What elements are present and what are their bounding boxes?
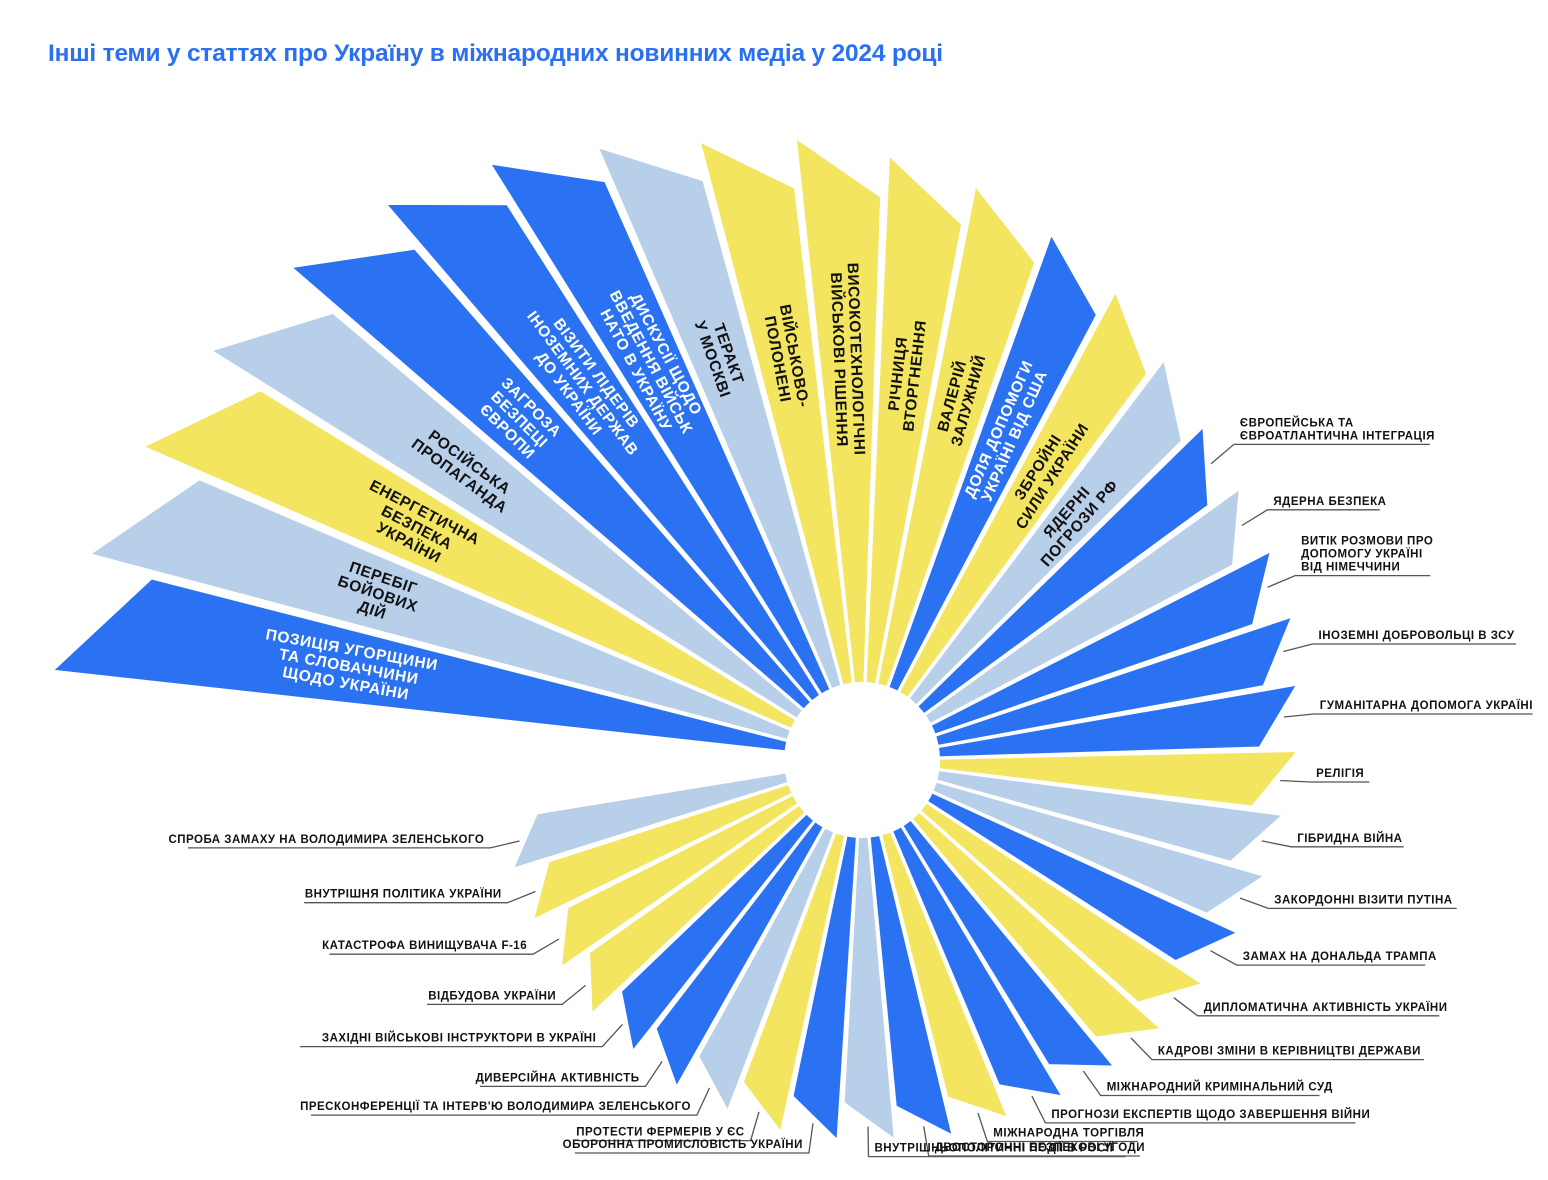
topic-label-line: ЯДЕРНА БЕЗПЕКА xyxy=(1273,496,1386,508)
topic-label-line: КАДРОВІ ЗМІНИ В КЕРІВНИЦТВІ ДЕРЖАВИ xyxy=(1158,1046,1421,1058)
topic-label: РЕЛІГІЯ xyxy=(1316,768,1364,780)
topic-label-line: МІЖНАРОДНИЙ КРИМІНАЛЬНИЙ СУД xyxy=(1107,1081,1333,1094)
petal-label: ВИСОКОТЕХНОЛОГІЧНІВІЙСЬКОВІ РІШЕННЯ xyxy=(827,262,868,456)
leader-line xyxy=(977,1112,1138,1143)
leader-line xyxy=(1210,443,1430,465)
topic-label: ДИВЕРСІЙНА АКТИВНІСТЬ xyxy=(476,1071,640,1084)
topic-label: КАДРОВІ ЗМІНИ В КЕРІВНИЦТВІ ДЕРЖАВИ xyxy=(1158,1046,1421,1058)
topic-label: ГІБРИДНА ВІЙНА xyxy=(1297,832,1402,845)
leader-lines-layer xyxy=(187,443,1533,1158)
chart-title: Інші теми у статтях про Україну в міжнар… xyxy=(48,40,943,67)
petal-label: РІЧНИЦЯВТОРГНЕННЯ xyxy=(883,317,930,432)
topic-label-line: ЄВРОПЕЙСЬКА ТА xyxy=(1240,416,1354,429)
topic-label-line: ДОПОМОГУ УКРАЇНІ xyxy=(1301,548,1423,561)
leader-line xyxy=(1283,643,1517,653)
topic-label: МІЖНАРОДНИЙ КРИМІНАЛЬНИЙ СУД xyxy=(1107,1081,1333,1094)
topic-label: ПРЕСКОНФЕРЕНЦІЇ ТА ІНТЕРВ'Ю ВОЛОДИМИРА З… xyxy=(300,1100,691,1113)
leader-line xyxy=(574,1123,814,1154)
topic-label: ЯДЕРНА БЕЗПЕКА xyxy=(1273,496,1386,508)
leader-line xyxy=(304,890,536,904)
topic-label-line: ЗАКОРДОННІ ВІЗИТИ ПУТІНА xyxy=(1274,894,1452,906)
topic-label-line: ДВОСТОРОННІ БЕЗПЕКОВІ УГОДИ xyxy=(935,1142,1145,1154)
leader-line xyxy=(1267,574,1431,588)
topic-label-line: ЗАМАХ НА ДОНАЛЬДА ТРАМПА xyxy=(1243,951,1437,963)
topic-label-line: ВНУТРІШНЬОПОЛІТИЧНІ ПОДІЇ В РОСІЇ xyxy=(875,1142,1114,1155)
leader-line xyxy=(1241,509,1380,527)
topic-label-line: ДИВЕРСІЙНА АКТИВНІСТЬ xyxy=(476,1071,640,1084)
topic-label-line: ПРЕСКОНФЕРЕНЦІЇ ТА ІНТЕРВ'Ю ВОЛОДИМИРА З… xyxy=(300,1100,691,1113)
leader-line xyxy=(1283,713,1533,718)
leader-line xyxy=(329,938,560,955)
topic-label: ДИПЛОМАТИЧНА АКТИВНІСТЬ УКРАЇНИ xyxy=(1204,1001,1448,1014)
leader-line xyxy=(1173,997,1440,1017)
topic-label: ГУМАНІТАРНА ДОПОМОГА УКРАЇНІ xyxy=(1320,699,1533,712)
topic-label: ДВОСТОРОННІ БЕЗПЕКОВІ УГОДИ xyxy=(935,1142,1145,1154)
topic-label-line: ОБОРОННА ПРОМИСЛОВІСТЬ УКРАЇНИ xyxy=(563,1138,803,1151)
leader-line xyxy=(299,1023,623,1048)
topic-label: ЄВРОПЕЙСЬКА ТА ЄВРОАТЛАНТИЧНА ІНТЕГРАЦІЯ xyxy=(1240,416,1435,442)
topic-label-line: ІНОЗЕМНІ ДОБРОВОЛЬЦІ В ЗСУ xyxy=(1319,630,1515,642)
topic-label: ЗАКОРДОННІ ВІЗИТИ ПУТІНА xyxy=(1274,894,1452,906)
topic-label-line: ВИТІК РОЗМОВИ ПРО xyxy=(1301,536,1433,548)
leader-line xyxy=(577,1111,760,1142)
leader-line xyxy=(1130,1037,1424,1061)
topic-label-line: ДИПЛОМАТИЧНА АКТИВНІСТЬ УКРАЇНИ xyxy=(1204,1001,1448,1014)
topic-label-line: СПРОБА ЗАМАХУ НА ВОЛОДИМИРА ЗЕЛЕНСЬКОГО xyxy=(168,834,484,846)
leader-line xyxy=(867,1126,1126,1158)
center-hole xyxy=(784,682,940,838)
petals-layer xyxy=(49,134,1302,1144)
topic-label-line: ПРОГНОЗИ ЕКСПЕРТІВ ЩОДО ЗАВЕРШЕННЯ ВІЙНИ xyxy=(1051,1108,1370,1121)
leader-line xyxy=(1239,897,1457,910)
topic-label: ОБОРОННА ПРОМИСЛОВІСТЬ УКРАЇНИ xyxy=(563,1138,803,1151)
topic-label-line: ЗАХІДНІ ВІЙСЬКОВІ ІНСТРУКТОРИ В УКРАЇНІ xyxy=(322,1032,596,1045)
topic-label-line: ПРОТЕСТИ ФЕРМЕРІВ У ЄС xyxy=(576,1127,744,1139)
topic-label-line: РЕЛІГІЯ xyxy=(1316,768,1364,780)
topic-label: ЗАМАХ НА ДОНАЛЬДА ТРАМПА xyxy=(1243,951,1437,963)
topic-label: КАТАСТРОФА ВИНИЩУВАЧА F-16 xyxy=(322,940,527,952)
topic-label-line: ВІД НІМЕЧЧИНИ xyxy=(1301,562,1400,574)
topic-label: ЗАХІДНІ ВІЙСЬКОВІ ІНСТРУКТОРИ В УКРАЇНІ xyxy=(322,1032,596,1045)
topic-label-line: ВНУТРІШНЯ ПОЛІТИКА УКРАЇНИ xyxy=(305,888,502,901)
topic-label: ВІДБУДОВА УКРАЇНИ xyxy=(428,989,556,1002)
leader-line xyxy=(1280,779,1370,783)
leader-line xyxy=(1082,1070,1320,1097)
leader-line xyxy=(187,840,520,849)
topic-label-line: ГІБРИДНА ВІЙНА xyxy=(1297,832,1402,845)
leader-line xyxy=(1031,1095,1356,1124)
leader-line xyxy=(427,984,586,1006)
topic-label-line: КАТАСТРОФА ВИНИЩУВАЧА F-16 xyxy=(322,940,527,952)
topic-label: ВНУТРІШНЬОПОЛІТИЧНІ ПОДІЇ В РОСІЇ xyxy=(875,1142,1114,1155)
topic-label: МІЖНАРОДНА ТОРГІВЛЯ xyxy=(993,1128,1144,1140)
topic-label: СПРОБА ЗАМАХУ НА ВОЛОДИМИРА ЗЕЛЕНСЬКОГО xyxy=(168,834,484,846)
topic-label-line: ВІДБУДОВА УКРАЇНИ xyxy=(428,989,556,1002)
topic-label: ВИТІК РОЗМОВИ ПРО ДОПОМОГУ УКРАЇНІ ВІД НІМ… xyxy=(1301,536,1433,574)
topic-label-line: МІЖНАРОДНА ТОРГІВЛЯ xyxy=(993,1128,1144,1140)
topic-label-line: ЄВРОАТЛАНТИЧНА ІНТЕГРАЦІЯ xyxy=(1240,430,1435,442)
leader-line xyxy=(479,1061,663,1088)
topic-label: ІНОЗЕМНІ ДОБРОВОЛЬЦІ В ЗСУ xyxy=(1319,630,1515,642)
leader-line xyxy=(1210,950,1426,966)
leader-line xyxy=(1261,840,1404,848)
topic-label: ПРОТЕСТИ ФЕРМЕРІВ У ЄС xyxy=(576,1127,744,1139)
topic-label-line: ГУМАНІТАРНА ДОПОМОГА УКРАЇНІ xyxy=(1320,699,1533,712)
leader-line xyxy=(310,1087,711,1116)
topic-label: ПРОГНОЗИ ЕКСПЕРТІВ ЩОДО ЗАВЕРШЕННЯ ВІЙНИ xyxy=(1051,1108,1370,1121)
topic-label: ВНУТРІШНЯ ПОЛІТИКА УКРАЇНИ xyxy=(305,888,502,901)
